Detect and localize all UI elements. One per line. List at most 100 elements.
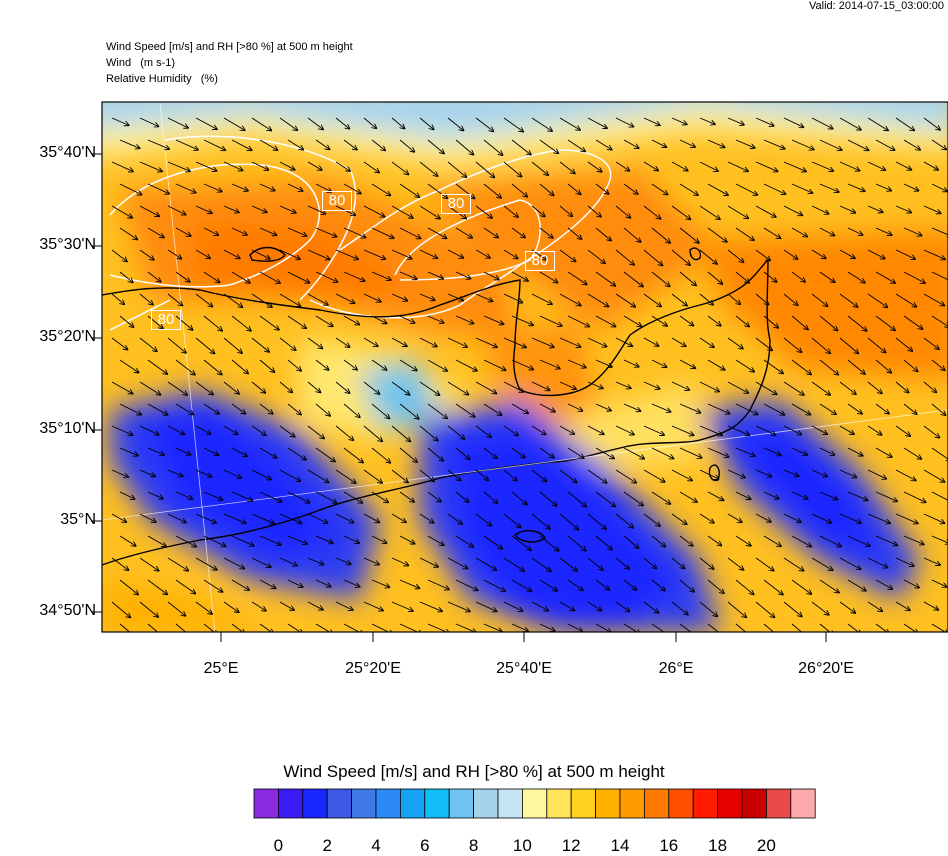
wind-arrow: [447, 161, 466, 177]
wind-arrow: [623, 403, 641, 411]
wind-arrow: [735, 315, 749, 327]
wind-arrow: [203, 139, 225, 150]
wind-arrow: [811, 425, 827, 434]
wind-arrow: [483, 139, 503, 155]
wind-arrow: [315, 403, 330, 416]
wind-arrow: [755, 337, 772, 351]
wind-arrow: [363, 601, 383, 611]
wind-arrow: [671, 425, 694, 435]
colorbar-label: 2: [322, 836, 332, 855]
wind-arrow: [315, 227, 337, 237]
wind-arrow: [251, 205, 267, 212]
wind-arrow: [287, 491, 310, 503]
colorbar-swatch: [473, 788, 499, 819]
wind-arrow: [875, 535, 897, 545]
wind-arrow: [343, 491, 362, 503]
wind-arrow: [455, 623, 476, 632]
wind-arrow: [223, 293, 242, 307]
wind-arrow: [923, 469, 945, 482]
wind-arrow: [567, 315, 589, 327]
wind-arrow: [707, 359, 725, 370]
wind-arrow: [399, 623, 422, 632]
wind-arrow: [251, 513, 274, 523]
wind-arrow: [895, 205, 911, 213]
wind-arrow: [567, 271, 587, 284]
wind-arrow: [643, 381, 660, 389]
rh-label-4: 80: [151, 310, 181, 330]
colorbar-swatch: [497, 788, 523, 819]
wind-arrow: [231, 139, 252, 150]
wind-arrow: [167, 161, 190, 171]
wind-arrow: [727, 161, 748, 171]
wind-arrow: [315, 579, 331, 587]
wind-arrow: [567, 623, 582, 631]
wind-arrow: [819, 139, 842, 150]
wind-arrow: [867, 337, 886, 353]
wind-arrow: [223, 381, 239, 394]
wind-arrow: [427, 579, 449, 589]
wind-arrow: [531, 205, 545, 216]
wind-arrow: [287, 227, 307, 236]
wind-arrow: [895, 469, 916, 480]
wind-arrow: [231, 183, 248, 191]
wind-arrow: [643, 161, 658, 171]
wind-arrow: [363, 161, 379, 173]
colorbar-label: 8: [468, 836, 479, 855]
wind-arrow: [671, 513, 687, 524]
colorbar-label: 16: [659, 836, 679, 855]
wind-arrow: [363, 425, 382, 441]
wind-arrow: [755, 381, 777, 394]
wind-arrow: [147, 535, 166, 546]
wind-arrow: [783, 205, 802, 215]
wind-arrow: [735, 535, 751, 546]
wind-arrow: [231, 403, 245, 414]
wind-arrow: [819, 183, 839, 192]
colorbar-swatch: [375, 788, 401, 819]
wind-arrow: [279, 425, 295, 437]
wind-arrow: [595, 315, 616, 327]
wind-arrow: [811, 117, 833, 129]
wind-arrow: [307, 337, 322, 348]
wind-arrow: [119, 271, 133, 282]
wind-arrow: [307, 249, 330, 259]
title-line-2: Wind (m s-1): [106, 57, 176, 69]
wind-arrow: [707, 579, 724, 593]
wind-arrow: [819, 579, 839, 593]
wind-arrow: [343, 183, 361, 194]
wind-arrow: [819, 227, 834, 236]
wind-arrow: [811, 601, 829, 615]
wind-arrow: [335, 381, 350, 393]
wind-arrow: [839, 161, 860, 171]
wind-arrow: [707, 447, 729, 457]
wind-arrow: [867, 293, 887, 307]
wind-arrow: [483, 447, 497, 458]
colorbar-swatch: [570, 788, 597, 819]
wind-arrow: [223, 205, 239, 212]
wind-arrow: [287, 271, 309, 283]
wind-arrow: [923, 337, 939, 349]
wind-arrow: [111, 337, 127, 350]
wind-arrow: [531, 469, 547, 482]
wind-arrow: [727, 601, 746, 617]
wind-arrow: [587, 469, 607, 483]
wind-arrow: [895, 601, 910, 610]
wind-arrow: [391, 205, 413, 218]
wind-arrow: [539, 315, 562, 326]
wind-arrow: [567, 139, 585, 151]
wind-arrow: [539, 271, 558, 283]
wind-arrow: [259, 491, 282, 502]
wind-arrow: [755, 293, 769, 305]
wind-arrow: [399, 271, 417, 279]
wind-arrow: [119, 491, 135, 499]
wind-arrow: [279, 293, 300, 306]
wind-arrow: [755, 249, 770, 260]
wind-arrow: [427, 359, 447, 371]
wind-arrow: [483, 227, 498, 238]
wind-arrow: [371, 447, 390, 463]
wind-arrow: [251, 337, 269, 352]
wind-arrow: [595, 491, 615, 507]
wind-arrow: [839, 513, 861, 523]
lon-label: 26°E: [658, 660, 694, 677]
wind-arrow: [119, 403, 141, 415]
wind-arrow: [643, 293, 661, 307]
